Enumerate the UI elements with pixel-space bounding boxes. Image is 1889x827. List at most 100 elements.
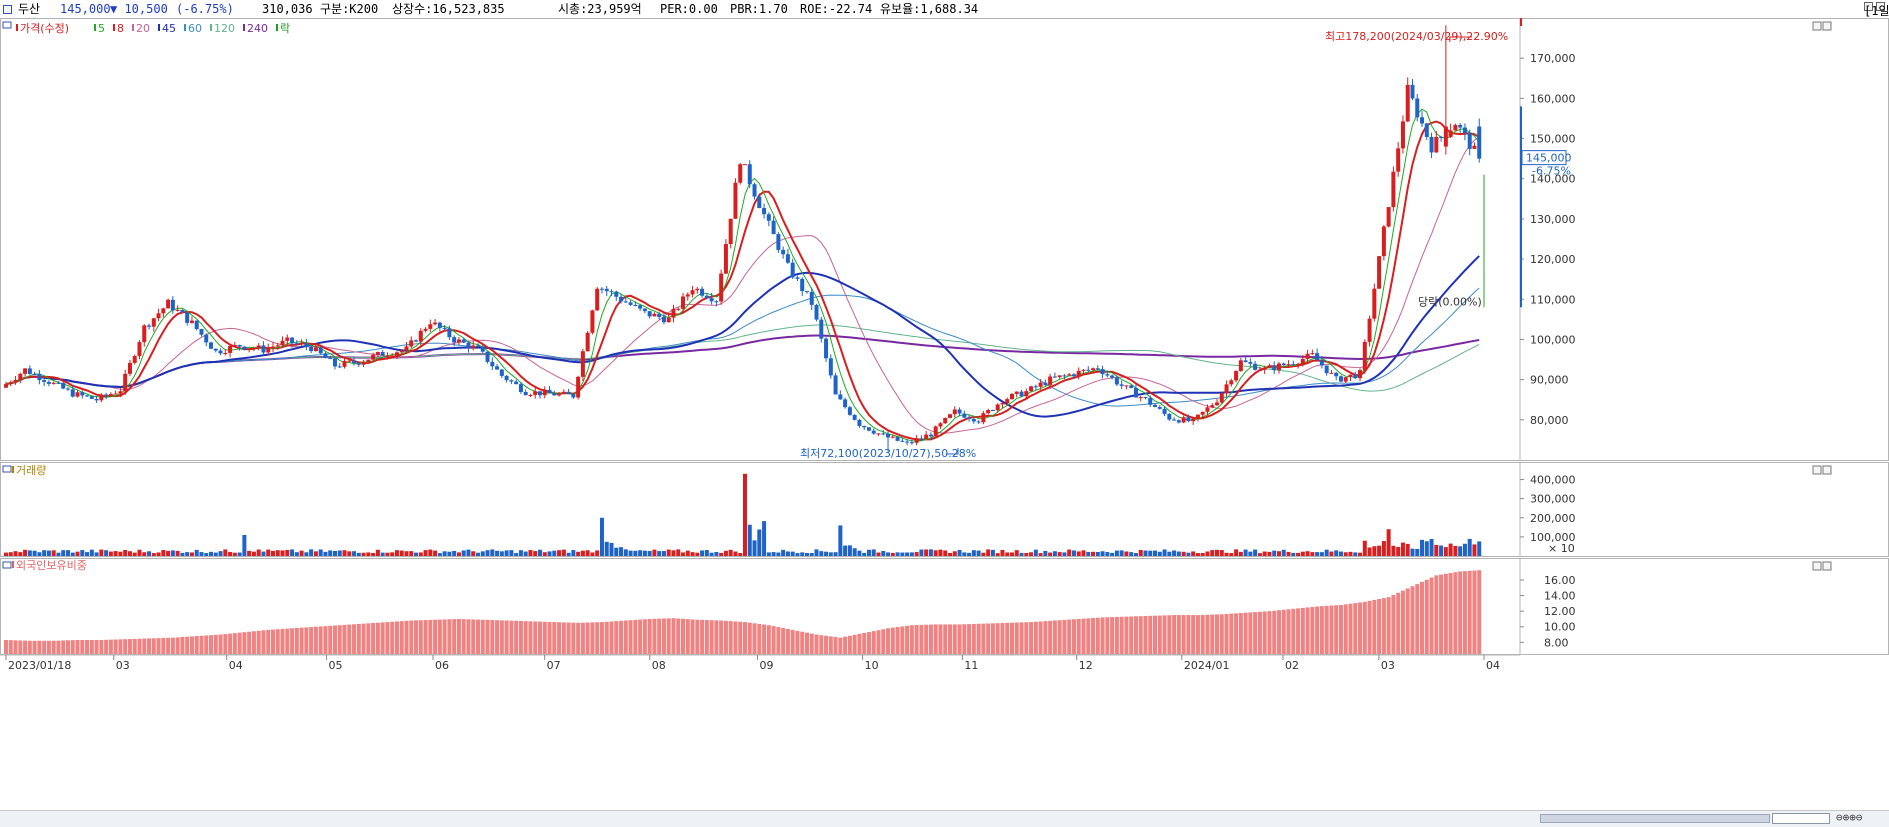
- foreign-bar: [1381, 598, 1386, 654]
- volume-bar: [557, 550, 562, 556]
- candle-body: [1400, 121, 1405, 149]
- candle-body: [328, 358, 333, 360]
- foreign-bar: [619, 620, 624, 654]
- price-y-axis: 80,000 90,000 100,000 110,000 120,000 130,000…: [1520, 18, 1576, 427]
- foreign-bar: [1091, 618, 1096, 654]
- ma-line-8: [5, 120, 1480, 441]
- foreign-bar: [323, 626, 328, 654]
- foreign-bar: [275, 629, 280, 654]
- candle-body: [518, 384, 523, 393]
- volume-bar: [976, 550, 981, 556]
- foreign-bar: [700, 619, 705, 654]
- candle-body: [437, 322, 442, 328]
- zoom-slider[interactable]: [1772, 813, 1830, 824]
- candle-body: [1157, 407, 1162, 409]
- foreign-bar: [404, 620, 409, 654]
- candle-body: [51, 382, 56, 384]
- candle-body: [804, 291, 809, 293]
- candle-body: [323, 353, 328, 359]
- candle-body: [4, 384, 8, 388]
- foreign-bar: [199, 635, 204, 654]
- candle-body: [423, 328, 428, 331]
- volume-bar: [857, 550, 862, 556]
- candle-body: [27, 368, 32, 374]
- trade-volume: 310,036: [262, 2, 313, 16]
- volume-bar: [537, 549, 542, 556]
- foreign-bar: [299, 627, 304, 654]
- volume-bar: [80, 550, 85, 556]
- candle-body: [261, 345, 266, 353]
- volume-bar: [928, 549, 933, 556]
- candle-body: [1353, 374, 1358, 379]
- candle-body: [909, 442, 914, 444]
- ma-line-20: [5, 136, 1480, 434]
- volume-bar: [738, 553, 743, 556]
- candle-body: [132, 356, 137, 363]
- candle-body: [1172, 419, 1177, 421]
- zoom-icons[interactable]: ⊖⊕⊕⊖: [1836, 811, 1863, 824]
- volume-bar: [280, 550, 285, 556]
- candle-body: [1076, 370, 1081, 377]
- foreign-bar: [1176, 615, 1181, 654]
- panel-frame: [0, 462, 1889, 557]
- candle-body: [1205, 407, 1210, 412]
- volume-bar: [590, 552, 595, 556]
- foreign-bar: [1329, 605, 1334, 654]
- volume-y-label: 200,000: [1530, 512, 1576, 525]
- foreign-holding-bars: [4, 570, 1482, 654]
- moving-average-lines: [5, 108, 1480, 442]
- close-icon[interactable]: [1876, 2, 1885, 11]
- foreign-bar: [1353, 603, 1358, 654]
- foreign-bar: [399, 621, 404, 654]
- volume-bar: [1257, 553, 1262, 556]
- volume-bar: [862, 552, 867, 556]
- volume-bar: [1119, 550, 1124, 556]
- candle-body: [1234, 371, 1239, 381]
- scroll-bar[interactable]: ⊖⊕⊕⊖: [0, 810, 1889, 827]
- volume-bar: [113, 551, 118, 556]
- candle-body: [819, 319, 824, 339]
- candle-body: [1253, 363, 1258, 370]
- candle-body: [13, 379, 18, 383]
- menu-icon[interactable]: [3, 3, 12, 17]
- candle-body: [609, 291, 614, 293]
- volume-bar: [1091, 551, 1096, 556]
- foreign-bar: [990, 623, 995, 654]
- panel-menu-icon: [2, 561, 12, 569]
- limit-annotation: 당락(0.00%): [1418, 295, 1482, 308]
- candle-body: [461, 339, 466, 343]
- volume-bar: [1477, 541, 1482, 556]
- volume-bar: [151, 553, 156, 556]
- candle-body: [566, 391, 571, 395]
- candle-body: [1358, 370, 1363, 379]
- foreign-bar: [1396, 592, 1401, 654]
- foreign-bar: [1315, 606, 1320, 654]
- volume-bar: [4, 552, 8, 556]
- volume-bar: [833, 552, 838, 556]
- volume-bar: [728, 549, 733, 556]
- volume-bar: [914, 552, 919, 556]
- candle-body: [1462, 127, 1467, 134]
- candle-body: [485, 351, 490, 362]
- foreign-bar: [270, 629, 275, 654]
- restore-icon[interactable]: [1864, 2, 1873, 11]
- volume-bar: [199, 552, 204, 556]
- foreign-bar: [433, 619, 438, 654]
- candle-body: [652, 313, 657, 317]
- period-selector[interactable]: [1일]: [1864, 4, 1889, 18]
- candle-body: [309, 346, 314, 352]
- foreign-bar: [185, 636, 190, 654]
- foreign-bar: [1086, 618, 1091, 654]
- candle-body: [1181, 417, 1186, 423]
- foreign-bar: [328, 625, 333, 654]
- candle-body: [628, 302, 633, 305]
- volume-bar: [32, 550, 37, 556]
- foreign-bar: [1210, 614, 1215, 654]
- candle-body: [1215, 402, 1220, 406]
- scroll-thumb[interactable]: [1540, 814, 1770, 823]
- foreign-bar: [1153, 615, 1158, 654]
- foreign-bar: [809, 633, 814, 654]
- foreign-bar: [557, 622, 562, 654]
- foreign-bar: [456, 618, 461, 654]
- candle-body: [290, 337, 295, 344]
